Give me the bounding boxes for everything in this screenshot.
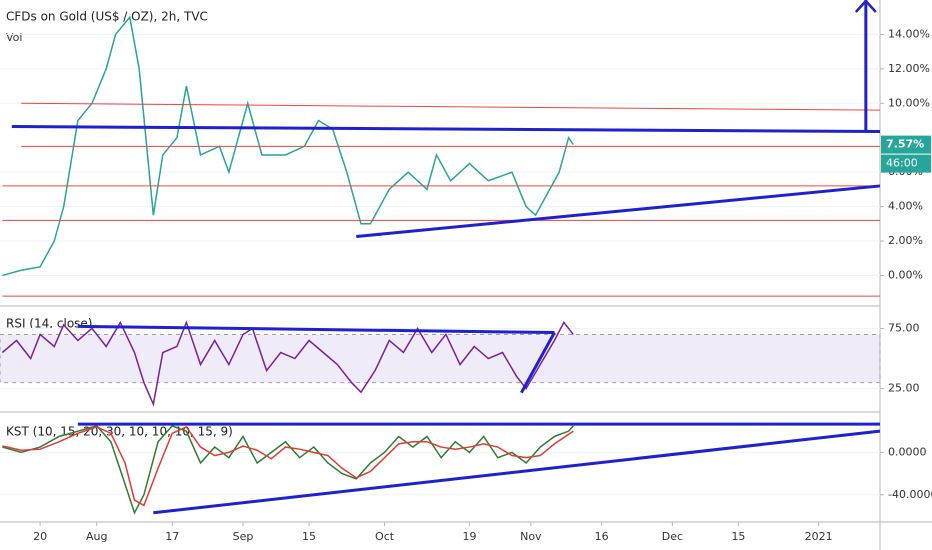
x-tick-label: 19 [462,530,476,543]
volume-label: Vol [6,31,22,44]
y-tick-label: 0.00% [888,268,923,281]
x-tick-label: 16 [595,530,609,543]
rsi-title: RSI (14, close) [6,317,92,331]
y-tick-label: 25.00 [888,382,920,395]
arrow-head [854,0,877,13]
x-tick-label: Sep [233,530,254,543]
chart-title: CFDs on Gold (US$ / OZ), 2h, TVC [6,10,208,24]
drawn-line [153,429,881,515]
y-tick-label: 14.00% [888,27,930,40]
drawn-line [520,331,556,394]
kst-title: KST (10, 15, 20, 30, 10, 10, 10, 15, 9) [6,425,233,439]
x-tick-label: 15 [731,530,745,543]
drawn-line [356,184,881,239]
countdown: 46:00 [886,157,918,170]
countdown-badge [881,154,931,173]
y-tick-label: 75.00 [888,321,920,334]
y-tick-label: 12.00% [888,62,930,75]
y-tick-label: 0.0000 [888,445,927,458]
x-tick-label: Dec [662,530,683,543]
x-tick-label: Aug [86,530,107,543]
drawn-line [21,102,881,111]
x-tick-label: 15 [302,530,316,543]
x-tick-label: Oct [375,530,395,543]
y-tick-label: 4.00% [888,200,923,213]
price-label: 7.57% [886,138,924,151]
x-tick-label: 2021 [805,530,833,543]
y-tick-label: 2.00% [888,234,923,247]
drawn-line [77,324,555,335]
series-line [1,320,574,407]
series-line [2,15,574,277]
drawn-line [11,125,881,134]
series-line [2,425,574,507]
y-tick-label: 10.00% [888,96,930,109]
x-tick-label: 17 [165,530,179,543]
y-tick-label: -40.0000 [888,488,932,501]
series-line [2,424,574,515]
x-tick-label: 20 [33,530,47,543]
x-tick-label: Nov [520,530,542,543]
price-badge [881,135,931,154]
